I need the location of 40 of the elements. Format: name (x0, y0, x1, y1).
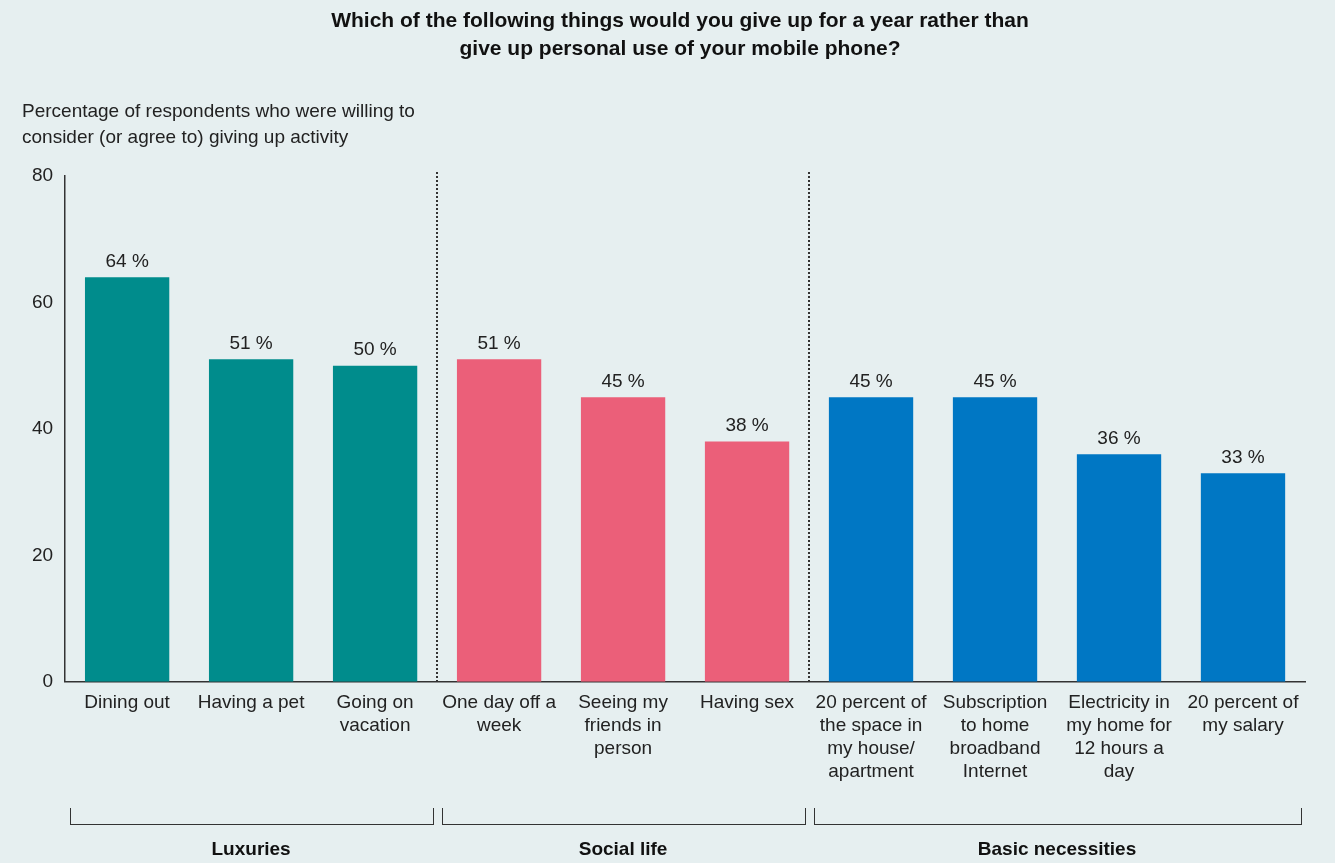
y-tick-label: 40 (31, 417, 54, 439)
x-tick-label: Electricity in my home for 12 hours a day (1066, 691, 1173, 781)
y-tick-label: 0 (42, 670, 54, 692)
x-tick-label: 20 percent of my salary (1187, 691, 1300, 736)
text: Basic necessities (976, 838, 1138, 860)
bar (1076, 454, 1162, 682)
bar (84, 277, 170, 682)
x-tick-label: One day off a week (442, 691, 557, 736)
y-tick-label: 80 (31, 164, 54, 186)
data-label: 36 % (1097, 426, 1141, 448)
x-tick-label: Having a pet (197, 691, 306, 713)
text: Social life (577, 838, 669, 860)
y-axis-title: Percentage of respondents who were willing to consider (or agree to) giving up activity (22, 99, 416, 149)
bar (828, 397, 914, 682)
data-label: 45 % (973, 370, 1017, 392)
data-label: 51 % (229, 332, 273, 354)
data-label: 33 % (1221, 445, 1265, 467)
x-tick-label: Seeing my friends in person (578, 691, 669, 759)
bar (208, 359, 294, 682)
data-label: 64 % (105, 249, 149, 271)
bar (332, 365, 418, 682)
bar (952, 397, 1038, 682)
bar (704, 441, 790, 682)
data-label: 38 % (725, 414, 769, 436)
x-tick-label: Having sex (700, 691, 795, 713)
x-tick-label: Going on vacation (336, 691, 414, 736)
data-label: 45 % (849, 370, 893, 392)
x-tick-label: Dining out (84, 691, 171, 713)
data-label: 45 % (601, 370, 645, 392)
chart-title: Which of the following things would you give up for a year rather than give up personal use of your mobile phone? (330, 7, 1030, 61)
y-tick-label: 20 (31, 543, 54, 565)
bar (580, 397, 666, 682)
data-label: 50 % (353, 338, 397, 360)
text: Luxuries (210, 838, 292, 860)
data-label: 51 % (477, 332, 521, 354)
bar (456, 359, 542, 682)
y-tick-label: 60 (31, 290, 54, 312)
x-tick-label: Subscription to home broadband Internet (942, 691, 1048, 781)
bar (1200, 473, 1286, 682)
x-tick-label: 20 percent of the space in my house/ apartment (815, 691, 928, 781)
